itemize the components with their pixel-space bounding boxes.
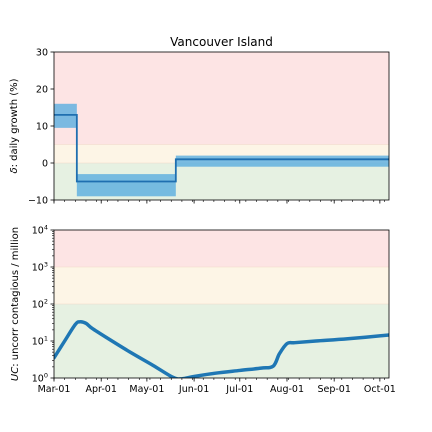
y-tick-label: 10 — [36, 122, 48, 133]
band-red — [54, 52, 389, 145]
y-tick-label: 30 — [36, 48, 48, 59]
y-tick-label: 100 — [32, 372, 48, 385]
uncertainty-segment — [54, 103, 77, 128]
y-tick-label: 101 — [32, 335, 48, 348]
y-axis-label-symbol: UC — [10, 367, 21, 381]
y-axis: −10 0 10 20 30 — [28, 48, 54, 207]
x-axis-ticks — [53, 200, 385, 204]
band-red — [54, 230, 389, 267]
x-axis: Mar-01 Apr-01 May-01 Jun-01 Jul-01 Aug-01 Sep-… — [38, 378, 396, 395]
y-tick-label: 0 — [42, 159, 48, 170]
y-axis-label-symbol: δ — [9, 167, 20, 173]
x-tick-label: Jul-01 — [225, 384, 253, 395]
y-tick-label: 103 — [32, 261, 48, 274]
y-tick-label: 20 — [36, 85, 48, 96]
x-tick-label: May-01 — [129, 384, 164, 395]
y-axis-label-text: : uncorr contagious / million — [10, 227, 21, 367]
y-axis-label-text: : daily growth (%) — [9, 78, 20, 167]
y-axis-label: UC: uncorr contagious / million — [10, 227, 21, 381]
y-tick-label: 102 — [32, 298, 48, 311]
y-tick-label: −10 — [28, 196, 48, 207]
chart-title: Vancouver Island — [170, 35, 273, 49]
x-tick-label: Mar-01 — [38, 384, 71, 395]
y-tick-label: 104 — [32, 224, 48, 237]
x-tick-label: Sep-01 — [317, 384, 350, 395]
contagious-chart-panel: 100 101 102 103 104 Mar-01 Apr-01 May-01 Jun-01… — [10, 224, 396, 396]
growth-line — [54, 114, 389, 183]
x-tick-label: Apr-01 — [86, 384, 117, 395]
uncertainty-segment — [175, 155, 389, 167]
growth-chart-panel: Vancouver Island −10 0 10 20 30 δ: daily gro… — [9, 35, 390, 207]
y-axis-label: δ: daily growth (%) — [9, 78, 20, 173]
y-axis: 100 101 102 103 104 — [32, 224, 54, 385]
uncertainty-band — [54, 103, 389, 197]
growth-step-line — [54, 114, 389, 183]
x-tick-label: Aug-01 — [270, 384, 304, 395]
uncertainty-segment — [76, 174, 176, 197]
zone-bands — [54, 230, 389, 378]
x-tick-label: Jun-01 — [178, 384, 209, 395]
x-tick-label: Oct-01 — [364, 384, 396, 395]
band-yellow — [54, 267, 389, 304]
